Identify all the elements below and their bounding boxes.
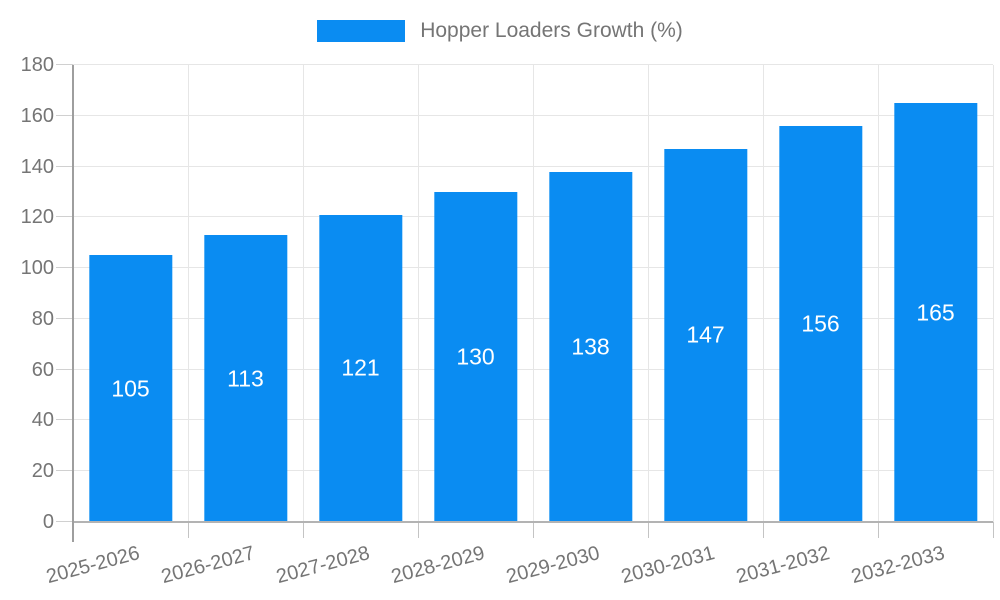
y-tick-80 <box>56 317 73 319</box>
x-axis-label: 2028-2029 <box>388 542 487 589</box>
x-axis-label: 2030-2031 <box>618 542 717 589</box>
x-tick-2 <box>303 522 304 538</box>
bar-slot-2031-2032: 156 <box>763 65 878 522</box>
y-tick-60 <box>56 368 73 370</box>
x-tick-4 <box>533 522 534 538</box>
bar-slot-2030-2031: 147 <box>648 65 763 522</box>
bar-2029-2030[interactable]: 138 <box>548 171 633 522</box>
bar-value-label: 165 <box>916 299 955 326</box>
y-tick-100 <box>56 267 73 269</box>
x-axis-label: 2031-2032 <box>733 542 832 589</box>
x-axis-label: 2029-2030 <box>503 542 602 589</box>
y-axis-label-160: 160 <box>20 104 54 127</box>
y-tick-180 <box>56 64 73 65</box>
bar-value-label: 156 <box>801 310 840 337</box>
gridline-x-3 <box>418 65 419 522</box>
bar-value-label: 130 <box>456 343 495 370</box>
gridline-x-7 <box>878 65 879 522</box>
y-tick-140 <box>56 165 73 167</box>
y-axis-label-60: 60 <box>31 358 54 381</box>
x-axis-label: 2032-2033 <box>848 542 947 589</box>
bar-2031-2032[interactable]: 156 <box>778 125 863 522</box>
bar-slot-2027-2028: 121 <box>303 65 418 522</box>
x-axis-label: 2026-2027 <box>158 542 257 589</box>
bar-2030-2031[interactable]: 147 <box>663 148 748 522</box>
gridline-x-1 <box>188 65 189 522</box>
y-tick-160 <box>56 114 73 116</box>
x-tick-3 <box>418 522 419 538</box>
y-tick-0 <box>56 521 73 522</box>
y-tick-120 <box>56 216 73 218</box>
x-tick-6 <box>763 522 764 538</box>
plot-area: 0 20 40 60 80 100 120 140 160 180 105 2025-2026 113 2… <box>21 55 994 588</box>
legend-label: Hopper Loaders Growth (%) <box>420 19 683 42</box>
y-axis-label-40: 40 <box>31 409 54 432</box>
bar-slot-2025-2026: 105 <box>73 65 188 522</box>
gridline-x-2 <box>303 65 304 522</box>
bar-slot-2028-2029: 130 <box>418 65 533 522</box>
bar-2027-2028[interactable]: 121 <box>318 214 403 522</box>
bar-value-label: 121 <box>341 354 380 381</box>
bar-value-label: 105 <box>111 375 150 402</box>
y-axis-label-20: 20 <box>31 460 54 483</box>
y-axis-label-0: 0 <box>42 511 54 533</box>
y-tick-20 <box>56 470 73 472</box>
bar-value-label: 138 <box>571 333 610 360</box>
gridline-x-5 <box>648 65 649 522</box>
bar-2032-2033[interactable]: 165 <box>893 103 978 522</box>
x-axis-baseline <box>73 521 993 523</box>
legend[interactable]: Hopper Loaders Growth (%) <box>0 19 1000 43</box>
gridline-x-4 <box>533 65 534 522</box>
bar-2025-2026[interactable]: 105 <box>88 255 173 522</box>
bar-slot-2026-2027: 113 <box>188 65 303 522</box>
y-axis-label-100: 100 <box>20 257 54 280</box>
gridline-x-8 <box>993 65 994 522</box>
x-axis-label: 2027-2028 <box>273 542 372 589</box>
bar-slot-2029-2030: 138 <box>533 65 648 522</box>
x-axis-label: 2025-2026 <box>43 542 142 589</box>
x-tick-8 <box>993 522 994 538</box>
gridline-x-6 <box>763 65 764 522</box>
bar-value-label: 113 <box>227 365 264 392</box>
y-axis-label-140: 140 <box>20 155 54 178</box>
x-tick-5 <box>648 522 649 538</box>
y-axis-label-80: 80 <box>31 307 54 330</box>
y-axis-label-180: 180 <box>20 54 54 76</box>
gridline-y-180 <box>73 64 993 65</box>
y-axis-line <box>72 65 74 542</box>
y-axis-label-120: 120 <box>20 206 54 229</box>
y-tick-40 <box>56 419 73 421</box>
x-tick-7 <box>878 522 879 538</box>
bar-2026-2027[interactable]: 113 <box>203 235 288 522</box>
legend-swatch <box>317 20 406 42</box>
x-tick-1 <box>188 522 189 538</box>
bar-2028-2029[interactable]: 130 <box>433 191 518 522</box>
bar-value-label: 147 <box>686 321 725 348</box>
bar-slot-2032-2033: 165 <box>878 65 993 522</box>
